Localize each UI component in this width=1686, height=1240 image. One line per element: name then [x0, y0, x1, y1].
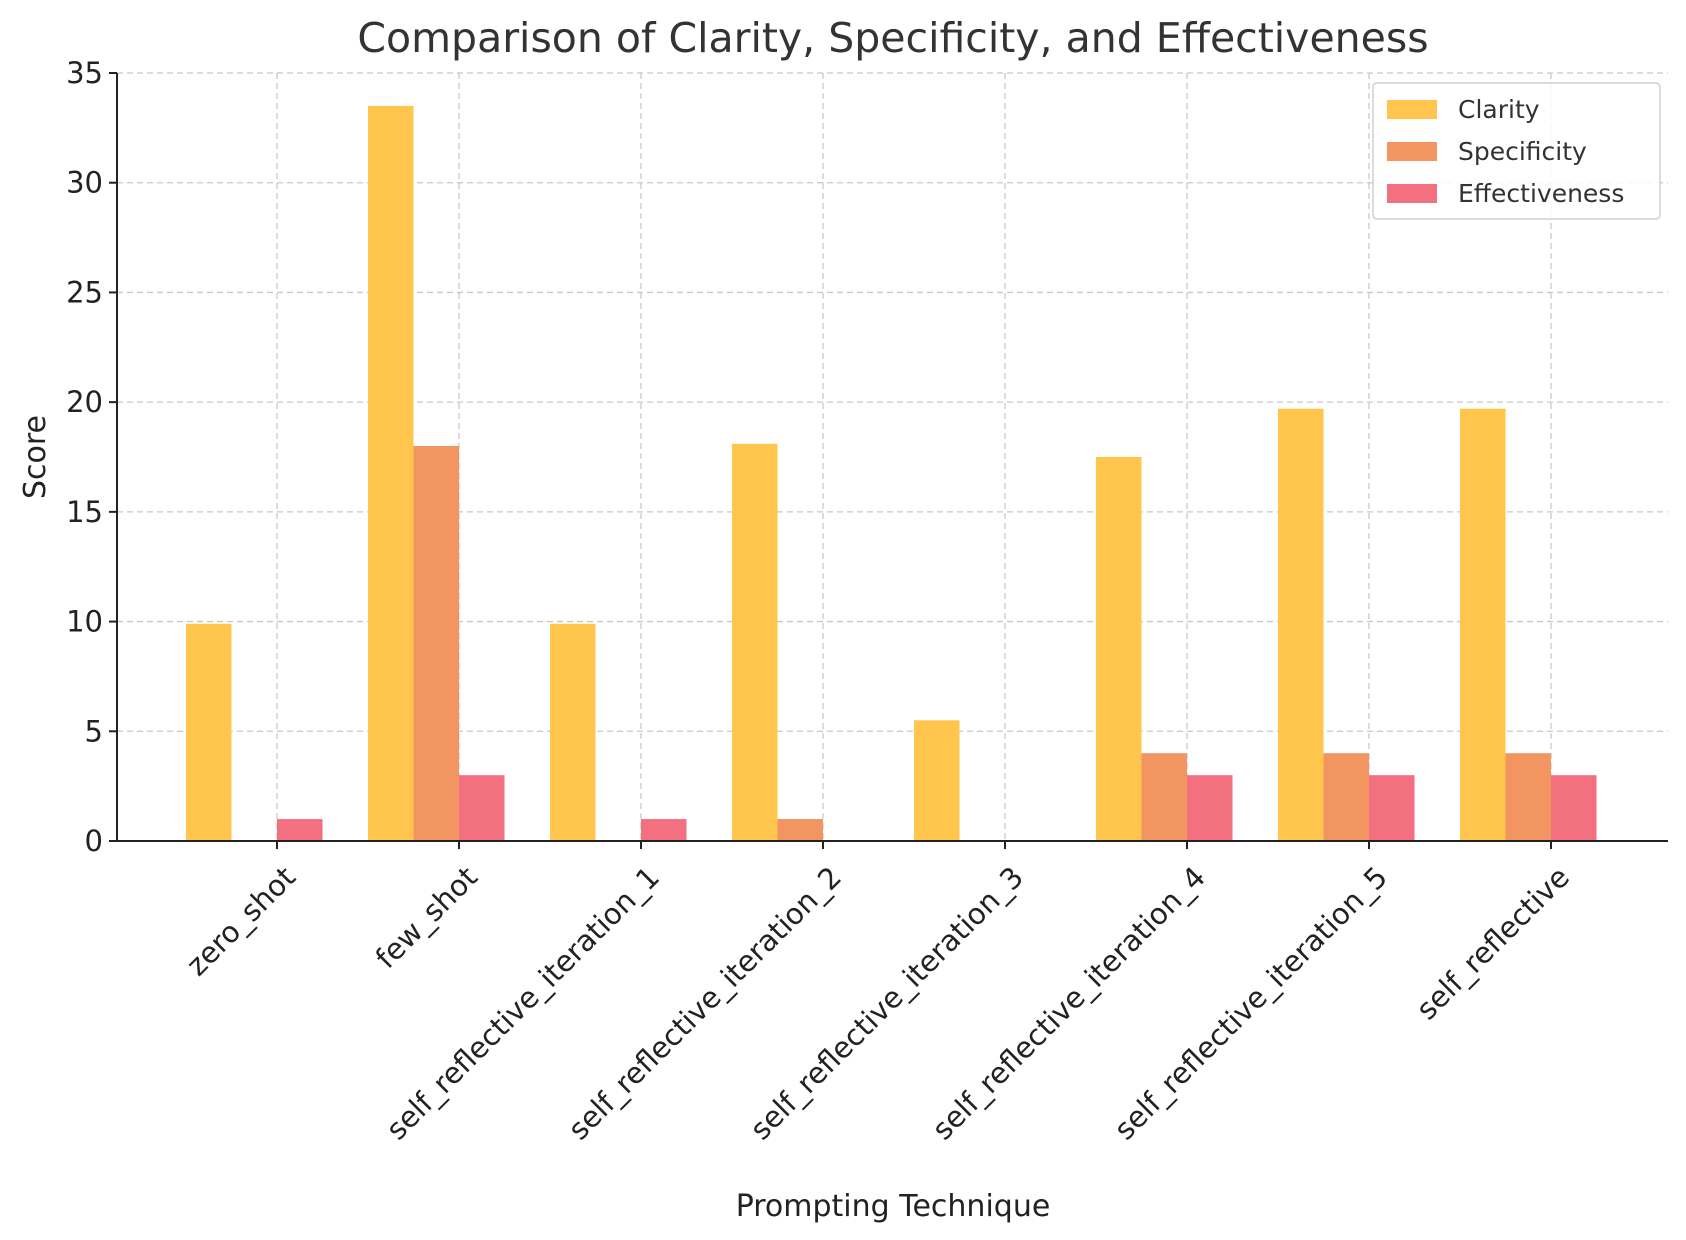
- bar-clarity-self_reflective_iteration_1: [550, 623, 596, 841]
- y-tick-label: 30: [66, 166, 103, 200]
- bar-effectiveness-self_reflective_iteration_5: [1369, 775, 1415, 841]
- bar-effectiveness-few_shot: [459, 775, 505, 841]
- bar-effectiveness-self_reflective: [1551, 775, 1597, 841]
- y-tick-label: 10: [66, 605, 103, 639]
- bars-layer: [186, 105, 1597, 841]
- bar-clarity-self_reflective_iteration_3: [914, 720, 960, 841]
- legend-box: [1372, 82, 1661, 220]
- bar-effectiveness-zero_shot: [277, 819, 323, 841]
- bar-specificity-self_reflective_iteration_4: [1141, 753, 1187, 841]
- legend-label-clarity: Clarity: [1458, 95, 1540, 124]
- bar-effectiveness-self_reflective_iteration_4: [1187, 775, 1233, 841]
- bar-specificity-self_reflective_iteration_5: [1323, 753, 1369, 841]
- bar-clarity-self_reflective_iteration_2: [732, 443, 778, 841]
- y-tick-label: 0: [85, 824, 103, 858]
- y-tick-label: 35: [66, 56, 103, 90]
- legend-swatch-specificity: [1387, 142, 1437, 161]
- bar-specificity-self_reflective: [1505, 753, 1551, 841]
- bar-specificity-few_shot: [413, 446, 459, 841]
- legend-swatch-clarity: [1387, 100, 1437, 119]
- y-axis-label: Score: [18, 415, 53, 499]
- bar-clarity-few_shot: [368, 105, 414, 841]
- chart-title: Comparison of Clarity, Specificity, and …: [357, 14, 1428, 62]
- y-tick-label: 25: [66, 275, 103, 309]
- x-tick-label: zero_shot: [179, 860, 301, 982]
- legend-label-effectiveness: Effectiveness: [1458, 179, 1624, 208]
- bar-clarity-self_reflective_iteration_4: [1096, 457, 1142, 841]
- x-axis-label: Prompting Technique: [736, 1189, 1051, 1224]
- x-tick-label: self_reflective: [1410, 860, 1576, 1026]
- bar-clarity-zero_shot: [186, 623, 232, 841]
- legend-swatch-effectiveness: [1387, 184, 1437, 203]
- bar-specificity-self_reflective_iteration_2: [777, 819, 823, 841]
- series-clarity: [186, 105, 1506, 841]
- bar-clarity-self_reflective_iteration_5: [1278, 408, 1324, 841]
- series-effectiveness: [277, 775, 1597, 841]
- y-tick-label: 15: [66, 495, 103, 529]
- series-specificity: [413, 446, 1551, 841]
- y-tick-label: 5: [85, 714, 103, 748]
- legend: Clarity Specificity Effectiveness: [1372, 82, 1661, 220]
- bar-clarity-self_reflective: [1460, 408, 1506, 841]
- x-tick-label: few_shot: [369, 860, 484, 975]
- bar-effectiveness-self_reflective_iteration_1: [641, 819, 687, 841]
- legend-label-specificity: Specificity: [1458, 137, 1587, 166]
- y-tick-label: 20: [66, 385, 103, 419]
